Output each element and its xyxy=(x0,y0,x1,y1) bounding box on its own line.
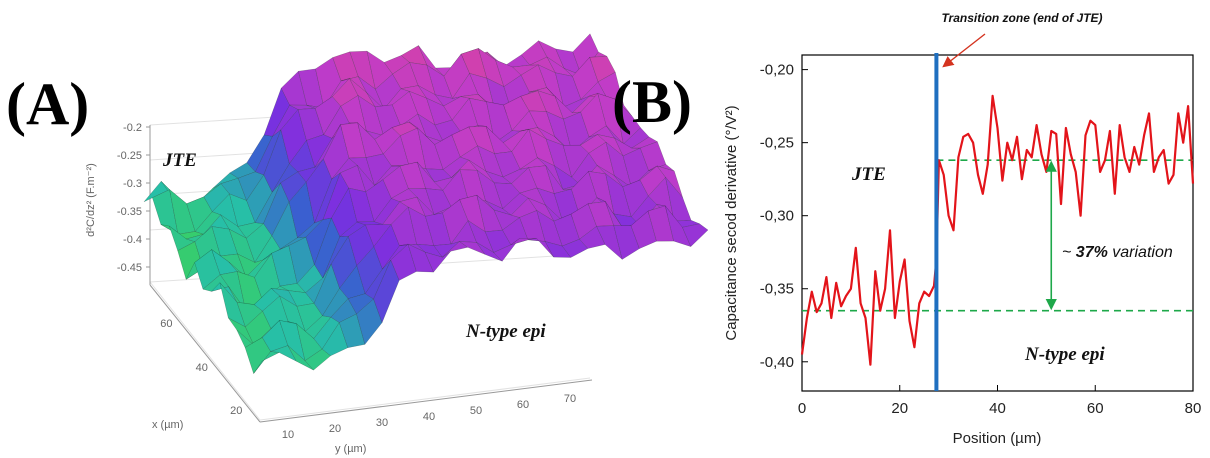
x-tick-label: 0 xyxy=(798,400,806,417)
x-tick-label: 80 xyxy=(1185,400,1202,417)
y-tick-label: 50 xyxy=(470,405,482,417)
y-axis: 10 20 30 40 50 60 70 y (µm) xyxy=(259,379,593,455)
y-tick-label: 10 xyxy=(282,429,294,441)
x-tick-label: 40 xyxy=(989,400,1006,417)
z-tick-label: -0.3 xyxy=(123,178,142,190)
surface-patch xyxy=(682,223,709,248)
y-tick-label: 30 xyxy=(376,417,388,429)
x-axis-ticks: 0 20 40 60 80 xyxy=(798,385,1202,417)
region-label-ntype-b: N-type epi xyxy=(1024,344,1105,365)
z-tick-label: -0.45 xyxy=(117,262,142,274)
variation-prefix: ~ xyxy=(1062,244,1076,261)
panel-a: (A) -0.2 -0.25 -0.3 -0.35 -0.4 -0.45 d²C/dz² … xyxy=(6,33,709,455)
panel-a-label: (A) xyxy=(6,71,89,137)
surface-plot xyxy=(143,33,709,375)
variation-suffix: variation xyxy=(1108,244,1173,261)
x-tick-label: 60 xyxy=(160,318,172,330)
variation-annotation: ~ 37% variation xyxy=(1062,244,1173,261)
panel-b: (B) -0,20-0,25-0,30-0,35-0,40 0 20 40 60 80 … xyxy=(612,11,1201,447)
y-axis-ticks: -0,20 -0,25 -0,30 -0,35 -0,40 xyxy=(760,62,808,371)
z-axis: -0.2 -0.25 -0.3 -0.35 -0.4 -0.45 d²C/dz² (F.m… xyxy=(85,122,151,285)
plot-frame xyxy=(801,54,1194,392)
z-tick-label: -0.4 xyxy=(123,234,142,246)
region-label-jte-b: JTE xyxy=(851,164,886,185)
reference-levels xyxy=(802,159,1193,312)
panel-b-label: (B) xyxy=(612,69,692,135)
y-tick-label: 70 xyxy=(564,393,576,405)
y-axis-label: y (µm) xyxy=(335,443,366,455)
z-tick-label: -0.35 xyxy=(117,206,142,218)
y-tick-label: 40 xyxy=(423,411,435,423)
z-axis-label: d²C/dz² (F.m⁻²) xyxy=(85,163,97,237)
transition-note-arrow xyxy=(942,33,986,68)
z-tick-label: -0.2 xyxy=(123,122,142,134)
y-axis-title: Capacitance secod derivative (°/V²) xyxy=(723,105,740,340)
x-axis-title: Position (µm) xyxy=(953,430,1042,447)
y-tick-label: 60 xyxy=(517,399,529,411)
series-line xyxy=(800,94,1195,366)
y-tick-label: 20 xyxy=(329,423,341,435)
x-tick-label: 20 xyxy=(230,405,242,417)
transition-note: Transition zone (end of JTE) xyxy=(941,11,1102,25)
x-tick-label: 20 xyxy=(891,400,908,417)
x-tick-label: 60 xyxy=(1087,400,1104,417)
y-tick-label: -0,30 xyxy=(760,208,794,225)
y-tick-label: -0,25 xyxy=(760,135,794,152)
z-tick-label: -0.25 xyxy=(117,150,142,162)
y-tick-label: -0,40 xyxy=(760,354,794,371)
region-label-jte-a: JTE xyxy=(162,150,197,171)
region-label-ntype-a: N-type epi xyxy=(465,321,546,342)
x-tick-label: 40 xyxy=(196,362,208,374)
y-tick-label: -0,20 xyxy=(760,62,794,79)
x-axis: 20 40 60 x (µm) xyxy=(149,284,261,431)
variation-percent: 37% xyxy=(1076,244,1108,261)
x-axis-label: x (µm) xyxy=(152,419,183,431)
y-tick-label: -0,35 xyxy=(760,281,794,298)
